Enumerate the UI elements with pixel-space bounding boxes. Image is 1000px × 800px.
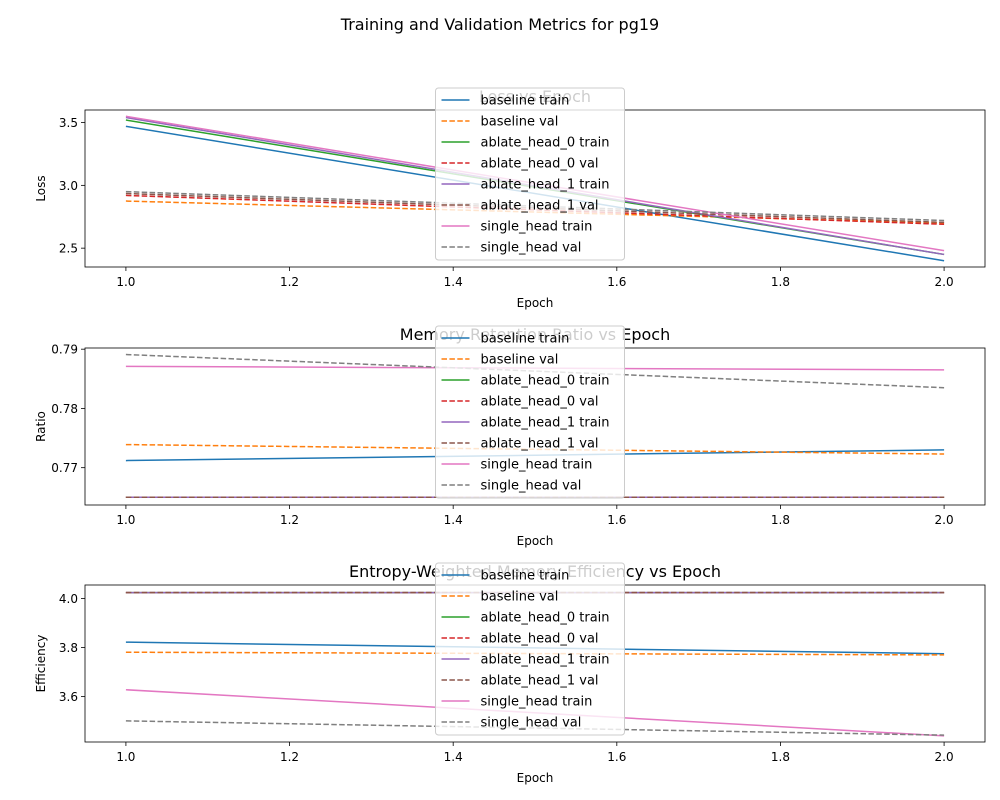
legend-label-ablate-head-1-val: ablate_head_1 val bbox=[481, 674, 599, 689]
x-tick-label: 1.2 bbox=[280, 275, 299, 289]
legend-label-ablate-head-0-val: ablate_head_0 val bbox=[481, 632, 599, 647]
legend-label-baseline-train: baseline train bbox=[481, 94, 570, 109]
legend-label-ablate-head-1-val: ablate_head_1 val bbox=[481, 437, 599, 452]
legend-label-single-head-train: single_head train bbox=[481, 458, 593, 473]
legend: baseline train baseline val ablate_head_0 … bbox=[435, 87, 625, 261]
x-tick-label: 1.8 bbox=[771, 750, 790, 764]
x-tick-label: 1.2 bbox=[280, 750, 299, 764]
subplot-3: 1.0 1.2 1.4 1.6 1.8 2.0 3.6 3.8 4.0 Epoch Efficien… bbox=[34, 562, 986, 785]
legend-label-ablate-head-1-train: ablate_head_1 train bbox=[481, 416, 610, 431]
x-tick-label: 1.4 bbox=[444, 513, 463, 527]
x-tick-label: 1.0 bbox=[116, 275, 135, 289]
y-tick-label: 0.79 bbox=[51, 343, 78, 357]
legend-label-single-head-train: single_head train bbox=[481, 695, 593, 710]
y-tick-label: 3.5 bbox=[59, 116, 78, 130]
figure-suptitle: Training and Validation Metrics for pg19 bbox=[340, 15, 659, 34]
y-axis-label: Efficiency bbox=[34, 635, 48, 693]
series-line-ablate-head-1-val bbox=[125, 192, 945, 224]
y-tick-label: 0.78 bbox=[51, 402, 78, 416]
legend-label-ablate-head-1-train: ablate_head_1 train bbox=[481, 653, 610, 668]
legend-label-baseline-val: baseline val bbox=[481, 115, 559, 130]
x-tick-label: 1.0 bbox=[116, 750, 135, 764]
series-line-single-head-val bbox=[125, 353, 945, 389]
y-axis-label: Ratio bbox=[34, 411, 48, 442]
legend-label-baseline-train: baseline train bbox=[481, 332, 570, 347]
legend-label-ablate-head-0-train: ablate_head_0 train bbox=[481, 611, 610, 626]
subplots: 1.01.21.41.61.82.02.53.03.5EpochLossLoss… bbox=[34, 87, 986, 785]
x-tick-label: 1.6 bbox=[607, 513, 626, 527]
legend-label-ablate-head-0-val: ablate_head_0 val bbox=[481, 157, 599, 172]
y-tick-label: 3.0 bbox=[59, 179, 78, 193]
y-tick-label: 0.77 bbox=[51, 461, 78, 475]
legend: baseline train baseline val ablate_head_0 … bbox=[435, 325, 625, 499]
series-line-single-head-val bbox=[125, 720, 945, 736]
legend-label-ablate-head-0-val: ablate_head_0 val bbox=[481, 395, 599, 410]
x-tick-label: 1.8 bbox=[771, 513, 790, 527]
legend-label-baseline-val: baseline val bbox=[481, 353, 559, 368]
x-tick-label: 1.4 bbox=[444, 275, 463, 289]
x-axis-label: Epoch bbox=[517, 296, 554, 310]
y-tick-label: 4.0 bbox=[59, 592, 78, 606]
series-line-baseline-val bbox=[125, 651, 945, 656]
x-axis-label: Epoch bbox=[517, 771, 554, 785]
series-line-baseline-val bbox=[125, 443, 945, 455]
subplot-2: 1.0 1.2 1.4 1.6 1.8 2.0 0.77 0.78 0.79 Epoch Ratio… bbox=[34, 325, 986, 548]
legend-label-single-head-val: single_head val bbox=[481, 479, 582, 494]
x-axis-label: Epoch bbox=[517, 534, 554, 548]
x-tick-label: 1.4 bbox=[444, 750, 463, 764]
x-tick-label: 1.2 bbox=[280, 513, 299, 527]
y-tick-label: 2.5 bbox=[59, 242, 78, 256]
legend-box bbox=[435, 87, 625, 261]
y-tick-label: 3.8 bbox=[59, 641, 78, 655]
legend-label-single-head-val: single_head val bbox=[481, 241, 582, 256]
subplot-1: 1.01.21.41.61.82.02.53.03.5EpochLossLoss… bbox=[34, 87, 986, 310]
x-tick-label: 1.8 bbox=[771, 275, 790, 289]
x-tick-label: 1.6 bbox=[607, 275, 626, 289]
x-tick-label: 2.0 bbox=[935, 275, 954, 289]
legend-label-baseline-train: baseline train bbox=[481, 569, 570, 584]
legend-box bbox=[435, 562, 625, 736]
legend-label-baseline-val: baseline val bbox=[481, 590, 559, 605]
legend-label-single-head-train: single_head train bbox=[481, 220, 593, 235]
x-tick-label: 1.6 bbox=[607, 750, 626, 764]
y-tick-label: 3.6 bbox=[59, 690, 78, 704]
y-axis-label: Loss bbox=[34, 175, 48, 201]
legend-box bbox=[435, 325, 625, 499]
x-tick-label: 2.0 bbox=[935, 750, 954, 764]
legend: baseline train baseline val ablate_head_0 … bbox=[435, 562, 625, 736]
legend-label-ablate-head-1-val: ablate_head_1 val bbox=[481, 199, 599, 214]
legend-label-single-head-val: single_head val bbox=[481, 716, 582, 731]
series-line-ablate-head-0-val bbox=[125, 194, 945, 226]
series-line-single-head-val bbox=[125, 190, 945, 222]
legend-label-ablate-head-0-train: ablate_head_0 train bbox=[481, 136, 610, 151]
x-tick-label: 1.0 bbox=[116, 513, 135, 527]
x-tick-label: 2.0 bbox=[935, 513, 954, 527]
legend-label-ablate-head-0-train: ablate_head_0 train bbox=[481, 374, 610, 389]
legend-label-ablate-head-1-train: ablate_head_1 train bbox=[481, 178, 610, 193]
